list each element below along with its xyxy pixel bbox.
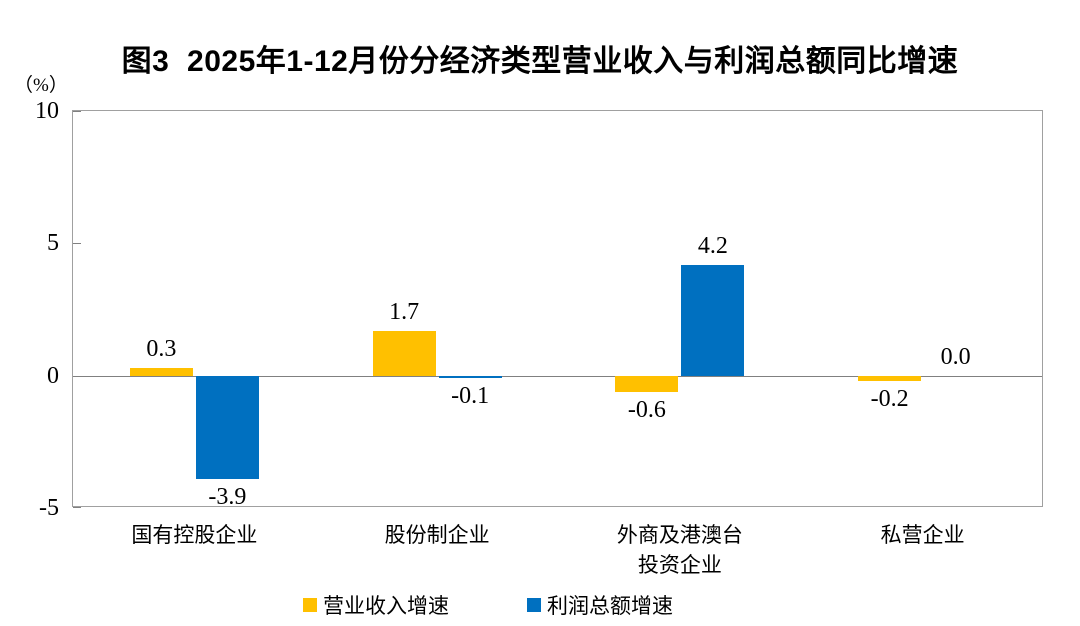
legend-swatch-营业收入增速 <box>303 598 317 612</box>
category-label: 股份制企业 <box>384 523 490 547</box>
legend: 营业收入增速 利润总额增速 <box>303 590 673 620</box>
bar-营业收入增速 <box>615 375 679 392</box>
y-axis-tick <box>73 243 81 245</box>
bar-利润总额增速 <box>195 375 259 479</box>
bar-value-label: 4.2 <box>697 232 728 259</box>
category-label: 外商及港澳台 投资企业 <box>616 523 743 577</box>
zero-gridline <box>73 375 1042 377</box>
bar-营业收入增速 <box>858 375 922 381</box>
bar-value-label: 1.7 <box>389 298 420 325</box>
bar-value-label: -3.9 <box>208 483 247 510</box>
legend-item: 利润总额增速 <box>527 590 673 620</box>
y-axis-tick <box>73 507 81 508</box>
bar-营业收入增速 <box>372 330 436 376</box>
legend-label: 利润总额增速 <box>547 594 673 618</box>
bar-value-label: -0.6 <box>627 396 666 423</box>
bar-value-label: 0.3 <box>146 335 177 362</box>
category-label: 国有控股企业 <box>131 523 258 547</box>
legend-item: 营业收入增速 <box>303 590 449 620</box>
y-axis-tick-label: 10 <box>35 98 59 124</box>
bar-value-label: -0.1 <box>451 383 490 410</box>
chart-title: 图3 2025年1-12月份分经济类型营业收入与利润总额同比增速 <box>121 45 959 78</box>
legend-label: 营业收入增速 <box>323 594 449 618</box>
y-axis-tick-label: -5 <box>39 495 59 521</box>
y-axis-tick <box>73 375 81 377</box>
category-label: 私营企业 <box>880 523 965 547</box>
y-axis-tick-label: 0 <box>47 362 59 389</box>
bar-营业收入增速 <box>129 367 193 376</box>
y-axis-unit-label: （%） <box>14 75 68 96</box>
legend-swatch-利润总额增速 <box>527 598 541 612</box>
y-axis-tick <box>73 111 81 112</box>
bar-value-label: 0.0 <box>940 343 971 370</box>
plot-area: 10 5 0 -5 0.3 -3.9 国有控股企业 1.7 -0.1 股份制企业 -0.6 4.2 外商… <box>35 98 1043 577</box>
y-axis-tick-label: 5 <box>47 230 59 257</box>
bar-利润总额增速 <box>681 264 745 376</box>
bar-value-label: -0.2 <box>870 385 909 412</box>
bar-利润总额增速 <box>438 375 502 379</box>
